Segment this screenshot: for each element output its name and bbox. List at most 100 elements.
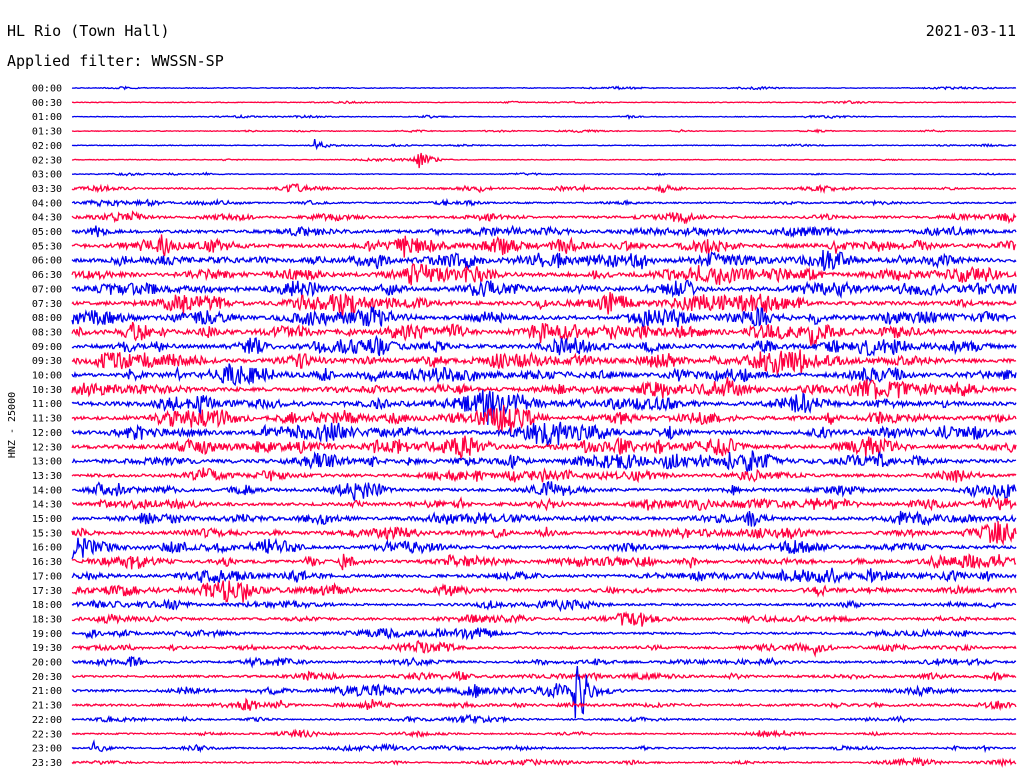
row-time-label: 14:00 xyxy=(32,485,62,496)
row-time-label: 09:00 xyxy=(32,342,62,353)
trace-line xyxy=(71,739,1017,754)
trace-line xyxy=(71,138,1017,151)
station-title: HL Rio (Town Hall) xyxy=(7,22,170,40)
trace-line xyxy=(71,697,1017,712)
trace-line xyxy=(71,670,1017,682)
row-time-label: 01:30 xyxy=(32,127,62,138)
trace-line xyxy=(71,553,1017,571)
row-time-label: 04:30 xyxy=(32,213,62,224)
trace-line xyxy=(71,291,1017,316)
trace-line xyxy=(71,377,1017,400)
trace-line xyxy=(71,197,1017,208)
trace-line xyxy=(71,404,1017,434)
row-time-label: 21:00 xyxy=(32,686,62,697)
row-time-label: 10:30 xyxy=(32,385,62,396)
row-time-label: 08:30 xyxy=(32,327,62,338)
row-time-label: 00:30 xyxy=(32,98,62,109)
row-time-label: 17:00 xyxy=(32,571,62,582)
row-time-label: 13:00 xyxy=(32,457,62,468)
trace-line xyxy=(71,263,1017,286)
row-time-label: 18:00 xyxy=(32,600,62,611)
trace-line xyxy=(71,567,1017,585)
row-time-label: 16:00 xyxy=(32,543,62,554)
trace-line xyxy=(71,389,1017,426)
row-time-label: 17:30 xyxy=(32,586,62,597)
trace-line xyxy=(71,450,1017,473)
trace-rows: 00:00 00:30 01:00 01:30 02:00 02:30 03:00 03:30… xyxy=(32,84,1017,769)
row-time-label: 23:30 xyxy=(32,758,62,769)
row-time-label: 10:00 xyxy=(32,371,62,382)
row-time-label: 05:30 xyxy=(32,241,62,252)
trace-line xyxy=(71,363,1017,387)
row-time-label: 12:00 xyxy=(32,428,62,439)
trace-line xyxy=(71,580,1017,603)
trace-line xyxy=(71,521,1017,546)
row-time-label: 18:30 xyxy=(32,614,62,625)
row-time-label: 14:30 xyxy=(32,500,62,511)
trace-line xyxy=(71,713,1017,725)
trace-line xyxy=(71,756,1017,768)
trace-line xyxy=(71,598,1017,613)
row-time-label: 03:00 xyxy=(32,170,62,181)
trace-line xyxy=(71,210,1017,225)
trace-line xyxy=(71,349,1017,376)
row-time-label: 22:30 xyxy=(32,729,62,740)
trace-line xyxy=(71,183,1017,195)
row-time-label: 11:30 xyxy=(32,414,62,425)
row-time-label: 07:00 xyxy=(32,284,62,295)
trace-line xyxy=(71,480,1017,501)
date-label: 2021-03-11 xyxy=(926,22,1016,40)
row-time-label: 06:30 xyxy=(32,270,62,281)
row-time-label: 12:30 xyxy=(32,442,62,453)
row-time-label: 08:00 xyxy=(32,313,62,324)
row-time-label: 21:30 xyxy=(32,701,62,712)
row-time-label: 19:00 xyxy=(32,629,62,640)
row-time-label: 00:00 xyxy=(32,84,62,95)
row-time-label: 07:30 xyxy=(32,299,62,310)
trace-line xyxy=(71,537,1017,560)
trace-line xyxy=(71,639,1017,658)
trace-line xyxy=(71,234,1017,258)
trace-line xyxy=(71,224,1017,238)
trace-line xyxy=(71,279,1017,299)
trace-line xyxy=(71,610,1017,627)
row-time-label: 16:30 xyxy=(32,557,62,568)
row-time-label: 20:00 xyxy=(32,658,62,669)
row-time-label: 15:00 xyxy=(32,514,62,525)
trace-line xyxy=(71,421,1017,447)
row-time-label: 11:00 xyxy=(32,399,62,410)
trace-line xyxy=(71,128,1017,134)
trace-line xyxy=(71,655,1017,669)
row-time-label: 03:30 xyxy=(32,184,62,195)
trace-line xyxy=(71,495,1017,512)
trace-line xyxy=(71,728,1017,739)
row-time-label: 02:00 xyxy=(32,141,62,152)
row-time-label: 04:00 xyxy=(32,198,62,209)
filter-label: Applied filter: WWSSN-SP xyxy=(7,52,224,70)
row-time-label: 20:30 xyxy=(32,672,62,683)
row-time-label: 06:00 xyxy=(32,256,62,267)
trace-line xyxy=(71,100,1017,105)
trace-line xyxy=(71,665,1017,719)
trace-line xyxy=(71,467,1017,484)
row-time-label: 09:30 xyxy=(32,356,62,367)
trace-line xyxy=(71,171,1017,177)
trace-line xyxy=(71,435,1017,461)
row-time-label: 02:30 xyxy=(32,155,62,166)
trace-line xyxy=(71,85,1017,91)
trace-line xyxy=(71,306,1017,329)
row-time-label: 05:00 xyxy=(32,227,62,238)
trace-line xyxy=(71,152,1017,169)
row-time-label: 15:30 xyxy=(32,528,62,539)
trace-line xyxy=(71,334,1017,357)
row-time-label: 23:00 xyxy=(32,744,62,755)
row-time-label: 01:00 xyxy=(32,112,62,123)
trace-line xyxy=(71,321,1017,350)
trace-line xyxy=(71,626,1017,641)
trace-line xyxy=(71,249,1017,272)
trace-line xyxy=(71,510,1017,528)
trace-line xyxy=(71,113,1017,121)
row-time-label: 19:30 xyxy=(32,643,62,654)
row-time-label: 22:00 xyxy=(32,715,62,726)
